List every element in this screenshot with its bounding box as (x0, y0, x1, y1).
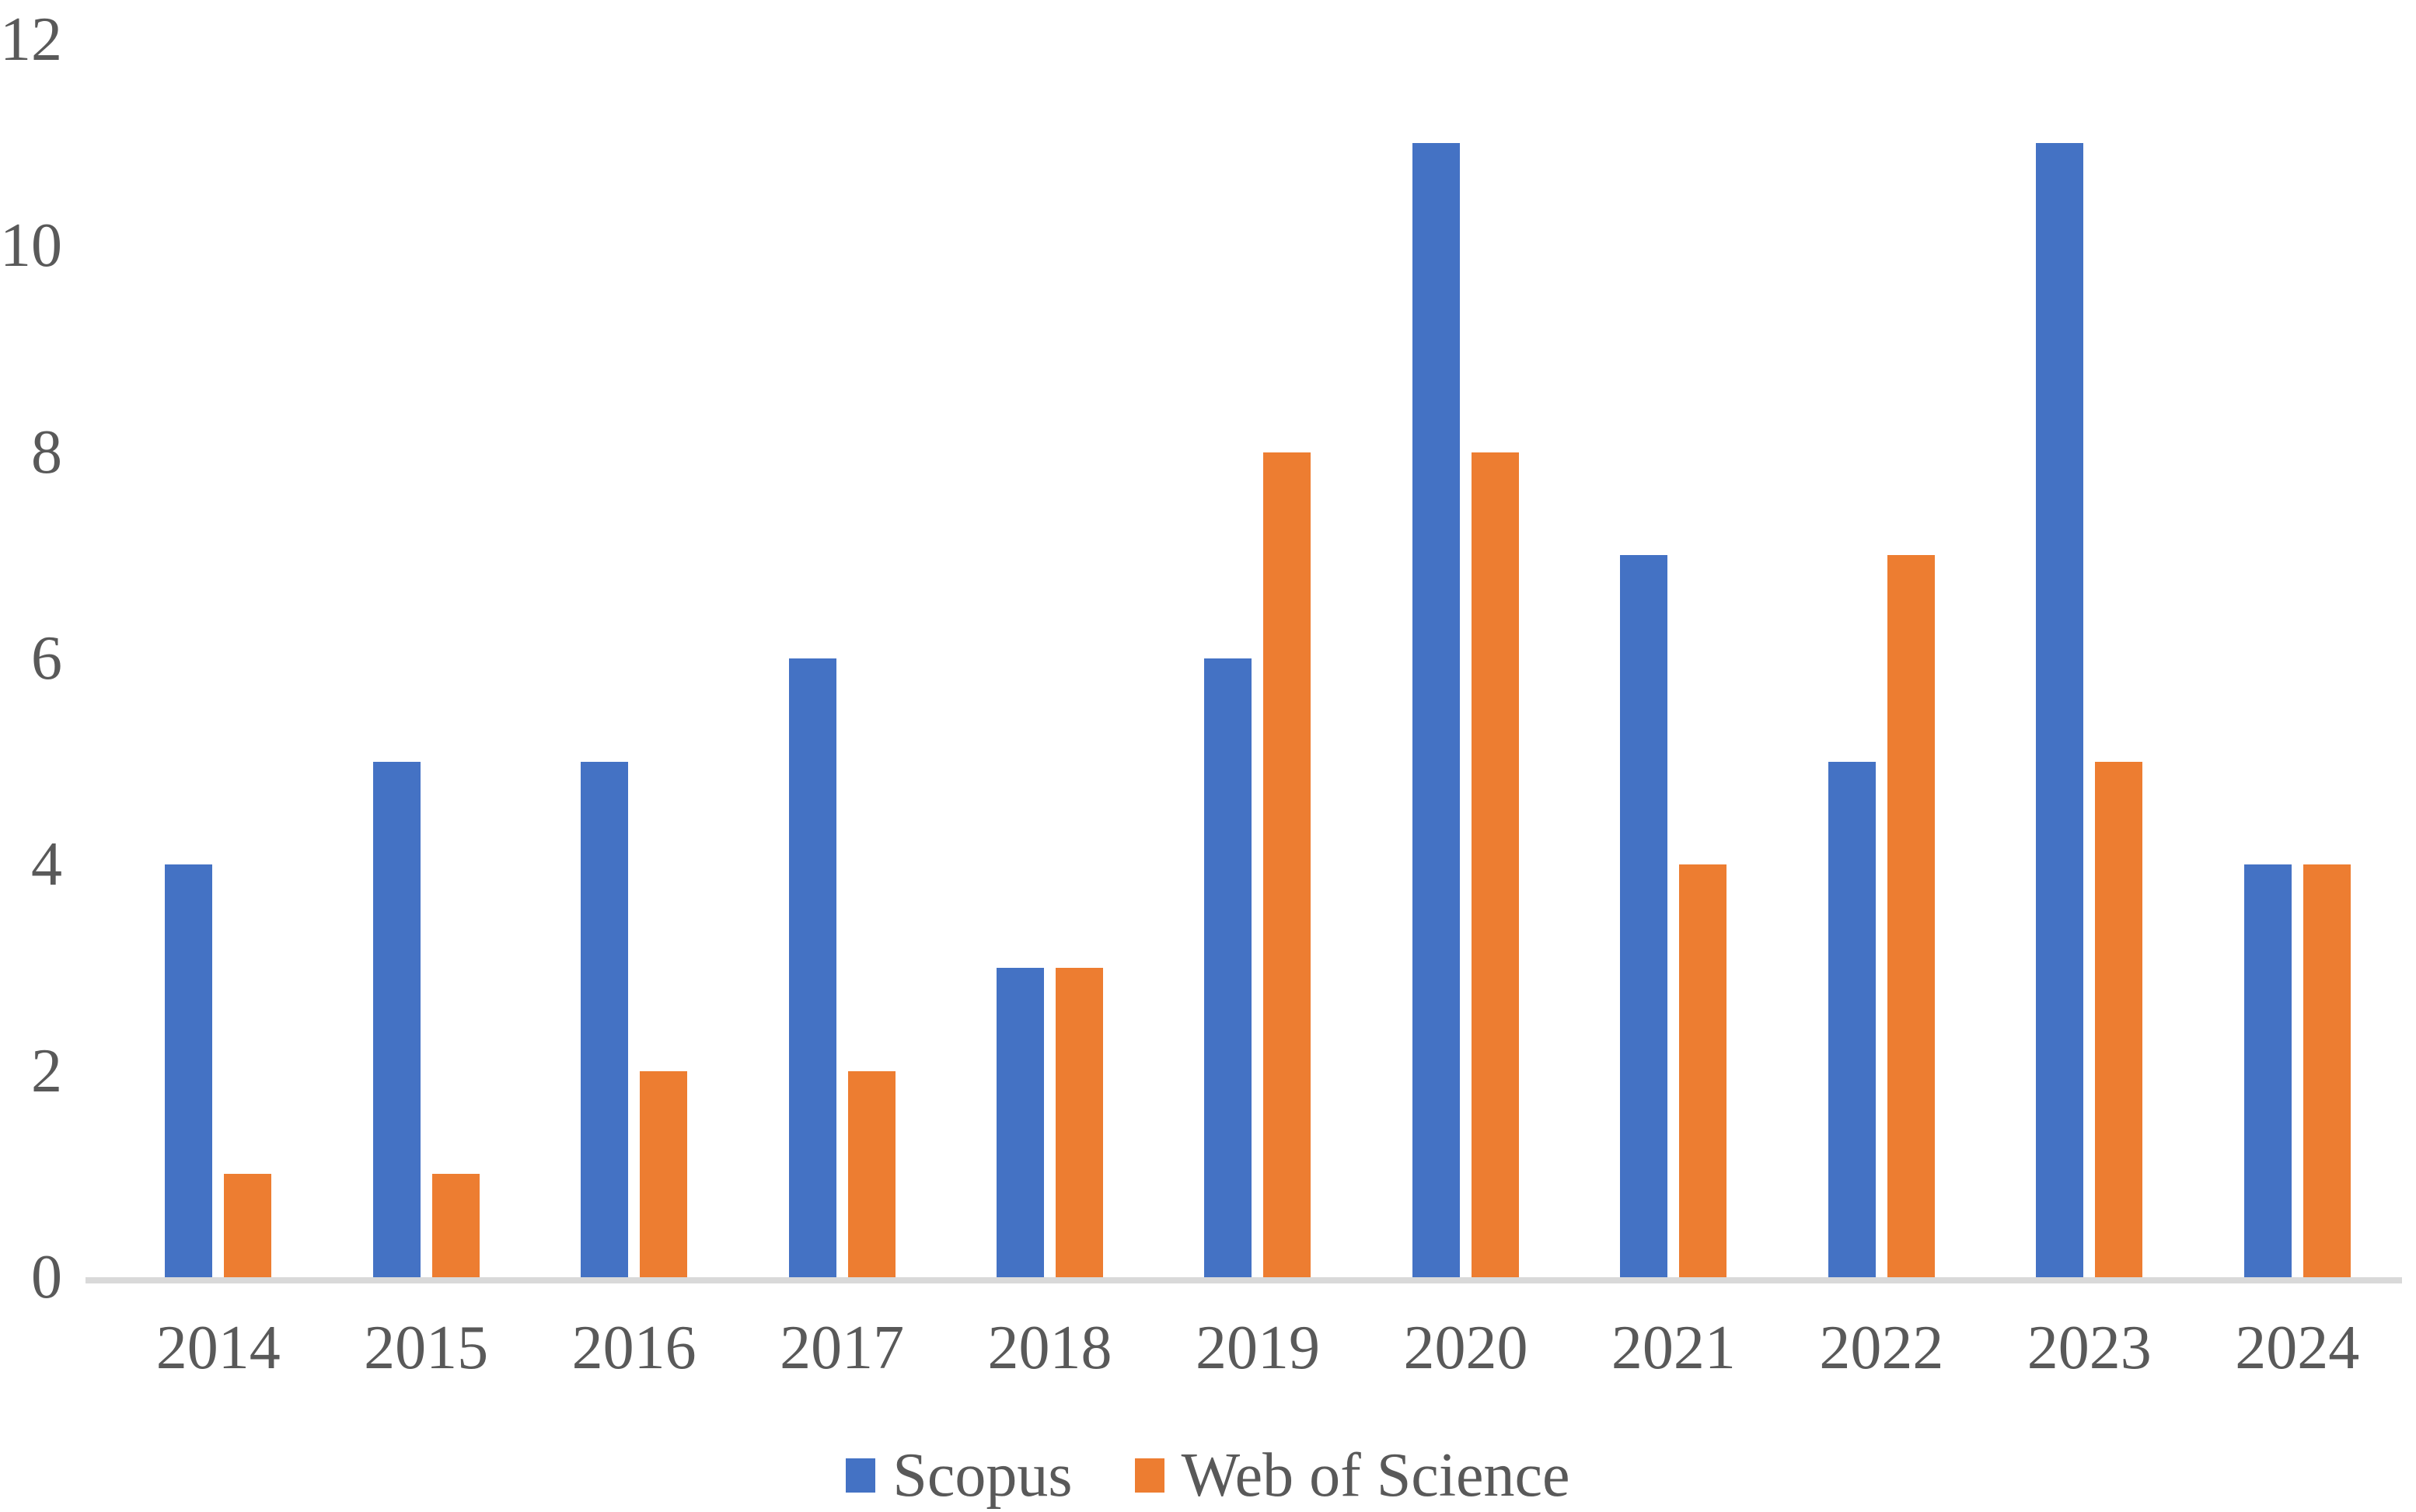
bar-web-of-science-2023 (2095, 761, 2143, 1277)
bar-group-2014 (114, 40, 322, 1277)
y-tick-label-2: 2 (31, 1036, 62, 1105)
bar-scopus-2021 (1620, 555, 1668, 1277)
x-tick-label-2015: 2015 (364, 1314, 489, 1382)
bar-scopus-2024 (2243, 864, 2292, 1277)
x-tick-label-2022: 2022 (1819, 1314, 1944, 1382)
y-tick-label-4: 4 (31, 830, 62, 899)
y-tick-label-12: 12 (0, 5, 62, 74)
bar-web-of-science-2015 (431, 1174, 480, 1277)
legend-label-scopus: Scopus (892, 1441, 1073, 1510)
bar-scopus-2016 (581, 761, 629, 1277)
x-tick-label-2020: 2020 (1403, 1314, 1528, 1382)
bar-scopus-2015 (372, 761, 421, 1277)
bar-group-2020 (1362, 40, 1569, 1277)
bar-group-2024 (2194, 40, 2401, 1277)
bar-web-of-science-2020 (1471, 452, 1519, 1277)
bar-scopus-2020 (1412, 142, 1460, 1277)
bar-scopus-2017 (788, 658, 836, 1277)
x-tick-label-2018: 2018 (987, 1314, 1112, 1382)
bar-web-of-science-2017 (847, 1070, 896, 1277)
legend: Scopus Web of Science (0, 1440, 2416, 1511)
bar-scopus-2023 (2036, 142, 2084, 1277)
bar-group-2019 (1154, 40, 1361, 1277)
legend-swatch-web-of-science (1134, 1458, 1164, 1493)
legend-item-scopus: Scopus (846, 1440, 1073, 1511)
bar-web-of-science-2022 (1887, 555, 1935, 1277)
bar-group-2016 (530, 40, 738, 1277)
bar-scopus-2019 (1204, 658, 1252, 1277)
x-tick-label-2023: 2023 (2027, 1314, 2152, 1382)
bar-group-2023 (1985, 40, 2193, 1277)
y-tick-label-6: 6 (31, 624, 62, 693)
bar-web-of-science-2016 (640, 1070, 688, 1277)
bar-group-2017 (738, 40, 945, 1277)
x-axis-tick-labels: 2014 2015 2016 2017 2018 2019 2020 2021 2022 2023… (114, 1315, 2401, 1381)
legend-swatch-scopus (846, 1458, 876, 1493)
bar-group-2018 (946, 40, 1154, 1277)
legend-item-web-of-science: Web of Science (1134, 1440, 1570, 1511)
bar-scopus-2014 (165, 864, 213, 1277)
bar-scopus-2018 (997, 968, 1045, 1277)
x-tick-label-2017: 2017 (780, 1314, 905, 1382)
x-tick-label-2024: 2024 (2235, 1314, 2360, 1382)
bar-web-of-science-2018 (1056, 968, 1104, 1277)
bar-web-of-science-2019 (1263, 452, 1311, 1277)
legend-label-web-of-science: Web of Science (1181, 1441, 1570, 1510)
bar-web-of-science-2014 (224, 1174, 272, 1277)
y-tick-label-10: 10 (0, 211, 62, 281)
bar-web-of-science-2024 (2303, 864, 2351, 1277)
plot-area (114, 40, 2401, 1277)
x-tick-label-2016: 2016 (571, 1314, 697, 1382)
x-tick-label-2014: 2014 (155, 1314, 281, 1382)
x-tick-label-2021: 2021 (1611, 1314, 1736, 1382)
x-tick-label-2019: 2019 (1195, 1314, 1320, 1382)
bar-group-2022 (1778, 40, 1985, 1277)
bar-group-2021 (1569, 40, 1777, 1277)
x-axis-line (86, 1277, 2402, 1283)
bar-group-2015 (322, 40, 529, 1277)
bar-web-of-science-2021 (1679, 864, 1727, 1277)
y-tick-label-8: 8 (31, 417, 62, 487)
y-tick-label-0: 0 (31, 1243, 62, 1311)
bar-scopus-2022 (1828, 761, 1876, 1277)
